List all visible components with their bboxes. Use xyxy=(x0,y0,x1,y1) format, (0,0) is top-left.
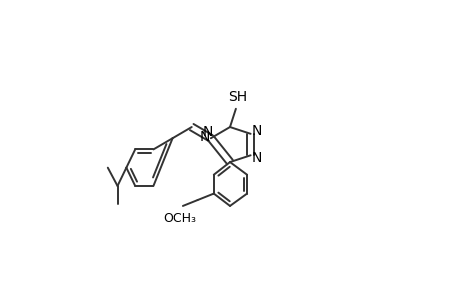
Text: SH: SH xyxy=(227,90,246,104)
Text: N: N xyxy=(252,124,262,138)
Text: OCH₃: OCH₃ xyxy=(163,212,196,225)
Text: N: N xyxy=(202,125,212,139)
Text: N: N xyxy=(199,130,209,144)
Text: N: N xyxy=(252,151,262,165)
